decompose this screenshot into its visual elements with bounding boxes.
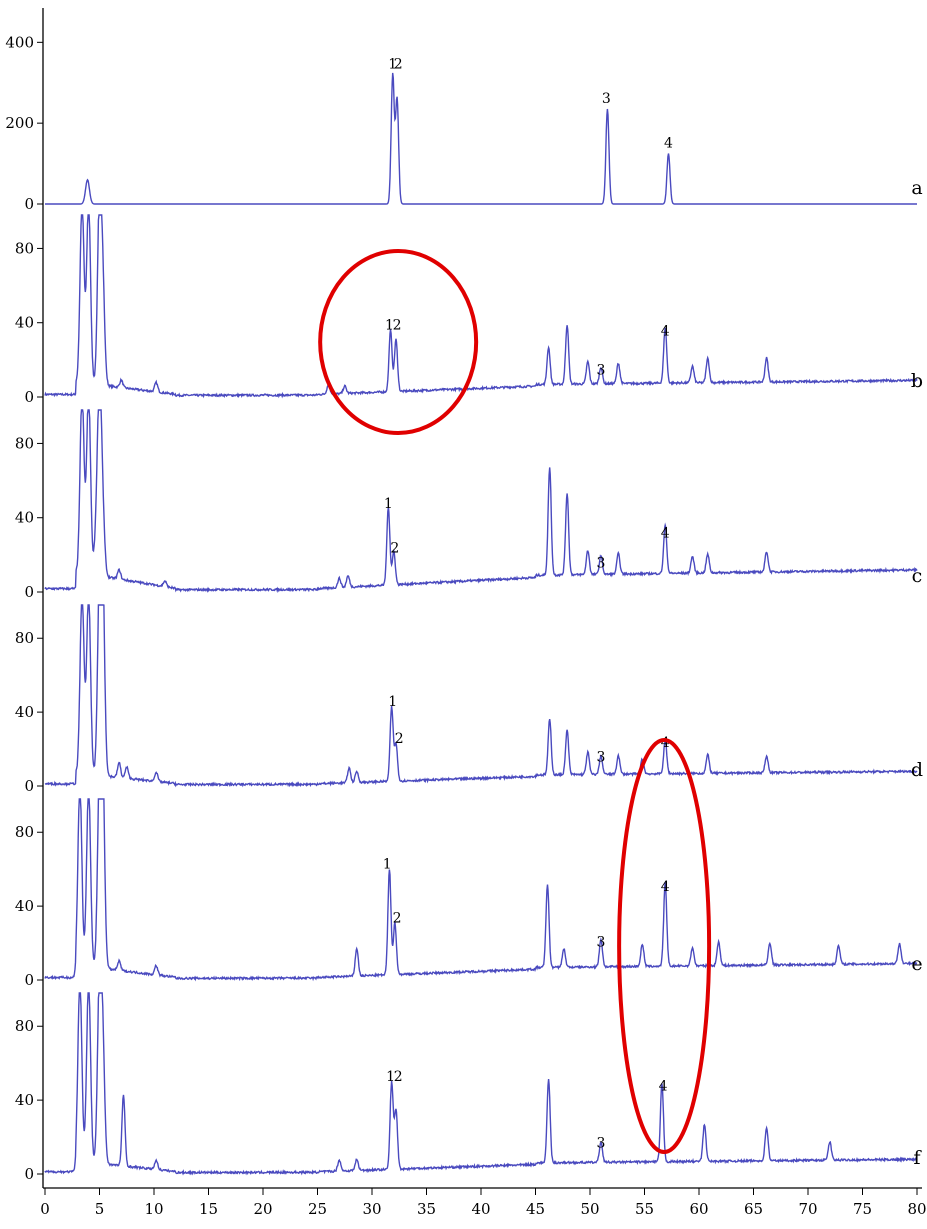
trace-c: [44, 409, 918, 594]
peak-label-2: 2: [393, 910, 402, 926]
x-tick-label: 30: [362, 1200, 381, 1218]
y-tick-label: 40: [15, 897, 34, 915]
peak-label-4: 4: [659, 1078, 668, 1094]
panel-label-b: b: [911, 370, 923, 392]
peak-label-2: 2: [390, 541, 399, 557]
panel-label-f: f: [913, 1147, 922, 1169]
x-tick-label: 70: [798, 1200, 817, 1218]
y-tick-label: 0: [24, 388, 34, 406]
panel-label-d: d: [911, 759, 923, 781]
peak-label-2: 2: [394, 1069, 403, 1085]
y-tick-label: 0: [24, 583, 34, 601]
peak-label-3: 3: [596, 934, 605, 950]
panel-label-c: c: [912, 565, 923, 587]
y-tick-label: 0: [24, 195, 34, 213]
y-tick-label: 80: [15, 434, 34, 452]
trace-f: [44, 992, 918, 1176]
trace-e: [44, 798, 918, 982]
highlight-ellipse-b: [318, 249, 479, 435]
trace-b: [44, 214, 918, 399]
peak-label-4: 4: [664, 135, 673, 151]
x-tick-label: 15: [199, 1200, 218, 1218]
y-tick-label: 80: [15, 629, 34, 647]
x-tick-label: 10: [144, 1200, 163, 1218]
panel-label-a: a: [911, 177, 922, 199]
peak-label-1: 1: [388, 57, 397, 73]
y-tick-label: 80: [15, 823, 34, 841]
peak-label-3: 3: [596, 555, 605, 571]
peak-label-1: 1: [388, 694, 397, 710]
peak-label-3: 3: [596, 750, 605, 766]
peak-label-4: 4: [661, 526, 670, 542]
trace-d: [44, 604, 918, 788]
y-tick-label: 80: [15, 1017, 34, 1035]
peak-label-1: 1: [383, 857, 392, 873]
x-tick-label: 35: [417, 1200, 436, 1218]
peak-label-1: 1: [386, 1069, 395, 1085]
x-tick-label: 40: [471, 1200, 490, 1218]
peak-label-3: 3: [596, 362, 605, 378]
y-tick-label: 0: [24, 777, 34, 795]
peak-label-3: 3: [602, 91, 611, 107]
y-tick-label: 0: [24, 971, 34, 989]
y-tick-label: 80: [15, 239, 34, 257]
peak-label-1: 1: [385, 318, 394, 334]
peak-label-2: 2: [393, 318, 402, 334]
peak-label-1: 1: [384, 496, 393, 512]
y-tick-label: 400: [5, 33, 34, 51]
x-tick-label: 20: [253, 1200, 272, 1218]
x-tick-label: 80: [907, 1200, 926, 1218]
x-tick-label: 0: [40, 1200, 50, 1218]
trace-a: [45, 72, 917, 205]
x-tick-label: 60: [689, 1200, 708, 1218]
peak-label-4: 4: [661, 879, 670, 895]
y-tick-label: 200: [5, 114, 34, 132]
x-tick-label: 5: [95, 1200, 105, 1218]
x-tick-label: 65: [744, 1200, 763, 1218]
peak-label-4: 4: [661, 323, 670, 339]
x-tick-label: 50: [580, 1200, 599, 1218]
highlight-ellipse-ef: [617, 738, 712, 1154]
peak-label-2: 2: [394, 57, 403, 73]
peak-label-2: 2: [395, 731, 404, 747]
x-tick-label: 75: [853, 1200, 872, 1218]
y-tick-label: 40: [15, 314, 34, 332]
panel-label-e: e: [911, 953, 922, 975]
x-tick-label: 45: [526, 1200, 545, 1218]
peak-label-4: 4: [661, 735, 670, 751]
y-tick-label: 0: [24, 1165, 34, 1183]
x-tick-label: 25: [308, 1200, 327, 1218]
y-tick-label: 40: [15, 509, 34, 527]
y-tick-label: 40: [15, 1091, 34, 1109]
peak-label-3: 3: [596, 1136, 605, 1152]
y-tick-label: 40: [15, 703, 34, 721]
x-tick-label: 55: [635, 1200, 654, 1218]
